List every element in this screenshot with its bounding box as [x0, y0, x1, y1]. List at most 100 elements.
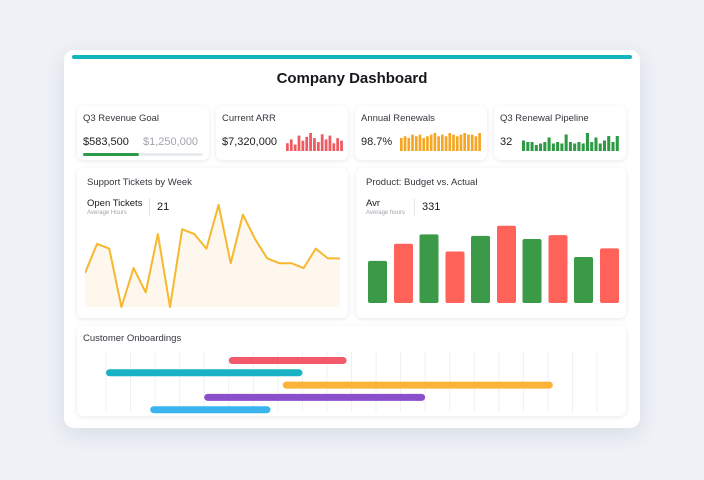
spark-bar	[459, 134, 463, 151]
progress-fill	[83, 153, 140, 156]
bar-budget[interactable]	[574, 256, 593, 303]
spark-bar	[316, 142, 320, 151]
dashboard-window: Company Dashboard Q3 Revenue Goal $583,5…	[64, 50, 640, 428]
metric-divider	[414, 198, 415, 216]
metric-value: 331	[422, 201, 441, 213]
kpi-card-arr[interactable]: Current ARR $7,320,000	[216, 106, 348, 160]
renewals-sparkline	[400, 133, 481, 151]
spark-bar	[336, 138, 340, 151]
gantt-bar[interactable]	[150, 406, 271, 414]
spark-bar	[598, 143, 602, 151]
spark-bar	[590, 142, 594, 151]
kpi-title: Annual Renewals	[361, 113, 435, 124]
spark-bar	[332, 143, 336, 151]
metric-value: 21	[157, 201, 170, 213]
budget-bar-chart	[368, 225, 619, 303]
spark-bar	[407, 137, 411, 151]
spark-bar	[426, 136, 429, 151]
metric-label: Avr	[366, 198, 381, 209]
kpi-card-renewals[interactable]: Annual Renewals 98.7%	[355, 106, 487, 160]
spark-bar	[585, 133, 589, 151]
spark-bar	[564, 134, 568, 151]
spark-bar	[522, 140, 526, 151]
tickets-line-chart	[85, 203, 340, 308]
bar-actual[interactable]	[445, 251, 465, 303]
spark-bar	[551, 143, 555, 151]
spark-bar	[414, 136, 418, 151]
bar-budget[interactable]	[522, 239, 542, 303]
spark-bar	[581, 143, 585, 151]
metric-divider	[149, 198, 150, 216]
bar-budget[interactable]	[419, 234, 439, 303]
spark-bar	[418, 134, 422, 151]
spark-bar	[293, 144, 297, 151]
spark-bar	[429, 134, 433, 151]
spark-bar	[547, 137, 551, 151]
spark-bar	[441, 134, 444, 151]
spark-bar	[568, 142, 572, 151]
arr-sparkline	[286, 133, 343, 151]
kpi-value: $7,320,000	[222, 136, 278, 148]
tickets-line	[85, 203, 340, 308]
customer-onboardings-panel: Customer Onboardings	[77, 326, 626, 416]
spark-bar	[444, 136, 448, 151]
spark-bar	[320, 134, 324, 151]
spark-bar	[340, 140, 343, 151]
accent-bar	[72, 55, 632, 59]
spark-bar	[309, 133, 312, 151]
spark-bar	[328, 135, 332, 151]
progress-track	[83, 153, 203, 156]
gantt-bar[interactable]	[204, 393, 426, 401]
spark-bar	[452, 134, 455, 151]
kpi-value: 32	[500, 136, 513, 148]
spark-bar	[478, 133, 481, 151]
kpi-card-revenue-goal[interactable]: Q3 Revenue Goal $583,500 $1,250,000	[77, 106, 209, 160]
spark-bar	[556, 142, 560, 151]
spark-bar	[594, 137, 598, 151]
onboardings-gantt-chart	[105, 352, 598, 414]
metric-label: Open Tickets	[87, 198, 143, 209]
spark-bar	[607, 136, 611, 151]
support-tickets-panel: Support Tickets by Week Open Tickets Ave…	[77, 168, 348, 318]
spark-bar	[543, 142, 547, 151]
spark-bar	[305, 136, 309, 151]
bar-budget[interactable]	[471, 235, 490, 303]
metric-sub: Average Hours	[87, 210, 127, 216]
bar-budget[interactable]	[368, 260, 387, 303]
kpi-card-pipeline[interactable]: Q3 Renewal Pipeline 32	[494, 106, 626, 160]
bar-actual[interactable]	[394, 243, 413, 303]
spark-bar	[289, 139, 293, 151]
spark-bar	[400, 137, 403, 151]
kpi-value: $583,500	[83, 136, 129, 148]
spark-bar	[526, 142, 530, 151]
spark-bar	[573, 143, 577, 151]
spark-bar	[467, 134, 470, 151]
spark-bar	[437, 136, 440, 151]
spark-bar	[577, 142, 581, 151]
panel-title: Support Tickets by Week	[87, 177, 192, 188]
spark-bar	[448, 133, 452, 151]
spark-bar	[615, 136, 619, 151]
bar-actual[interactable]	[600, 248, 619, 303]
gantt-bar[interactable]	[106, 369, 303, 377]
spark-bar	[530, 142, 534, 151]
spark-bar	[301, 140, 305, 151]
gantt-bar[interactable]	[282, 381, 553, 389]
spark-bar	[433, 133, 437, 151]
spark-bar	[324, 139, 328, 151]
gantt-bar[interactable]	[228, 357, 347, 364]
spark-bar	[455, 136, 459, 151]
panel-title: Customer Onboardings	[83, 333, 182, 344]
bar-actual[interactable]	[497, 225, 516, 303]
spark-bar	[411, 134, 414, 151]
spark-bar	[560, 143, 564, 151]
bar-actual[interactable]	[548, 235, 568, 303]
spark-bar	[470, 134, 474, 151]
tickets-area	[85, 204, 340, 307]
kpi-title: Q3 Revenue Goal	[83, 113, 160, 124]
spark-bar	[474, 136, 478, 151]
kpi-value: 98.7%	[361, 136, 393, 148]
spark-bar	[611, 142, 615, 151]
kpi-title: Q3 Renewal Pipeline	[500, 113, 589, 124]
kpi-title: Current ARR	[222, 113, 276, 124]
